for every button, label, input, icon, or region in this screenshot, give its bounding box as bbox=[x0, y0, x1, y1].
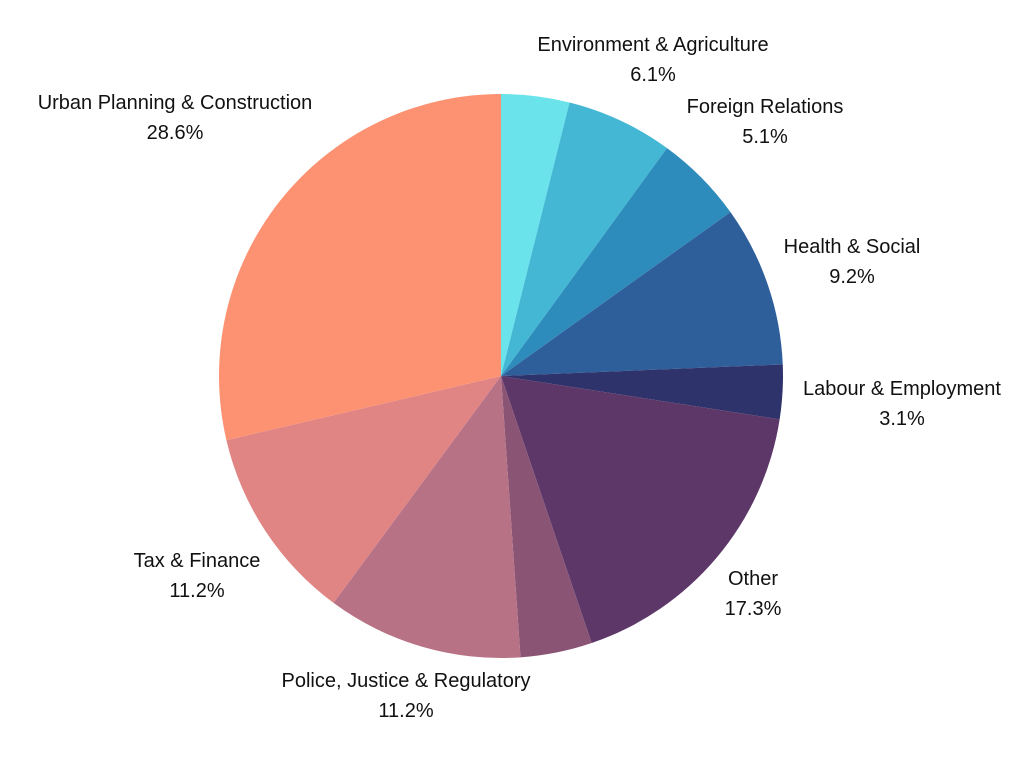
pie-labels: Environment & Agriculture 6.1% Foreign Rel… bbox=[38, 34, 1002, 722]
slice-label: Police, Justice & Regulatory bbox=[281, 670, 530, 692]
slice-percent-label: 3.1% bbox=[879, 408, 925, 430]
pie-slices bbox=[218, 94, 783, 658]
slice-percent-label: 11.2% bbox=[378, 700, 433, 722]
slice-percent-label: 6.1% bbox=[630, 64, 676, 86]
pie-slice bbox=[501, 376, 592, 658]
slice-label: Foreign Relations bbox=[687, 96, 844, 118]
slice-label: Labour & Employment bbox=[803, 378, 1001, 400]
pie-slice bbox=[501, 148, 731, 376]
slice-label: Health & Social bbox=[784, 236, 921, 258]
slice-percent-label: 28.6% bbox=[147, 122, 204, 144]
pie-slice bbox=[501, 94, 570, 376]
pie-slice bbox=[501, 376, 780, 644]
slice-label: Other bbox=[728, 568, 778, 590]
pie-slice bbox=[333, 376, 521, 658]
slice-label: Tax & Finance bbox=[134, 550, 261, 572]
pie-slice bbox=[218, 94, 501, 441]
slice-label: Urban Planning & Construction bbox=[38, 92, 313, 114]
slice-percent-label: 11.2% bbox=[169, 580, 224, 602]
slice-percent-label: 9.2% bbox=[829, 266, 875, 288]
pie-slice bbox=[501, 364, 783, 420]
pie-slice bbox=[501, 212, 783, 376]
slice-percent-label: 17.3% bbox=[725, 598, 782, 620]
pie-slice bbox=[226, 376, 501, 603]
slice-label: Environment & Agriculture bbox=[537, 34, 768, 56]
slice-percent-label: 5.1% bbox=[742, 126, 788, 148]
pie-slice bbox=[501, 102, 668, 377]
